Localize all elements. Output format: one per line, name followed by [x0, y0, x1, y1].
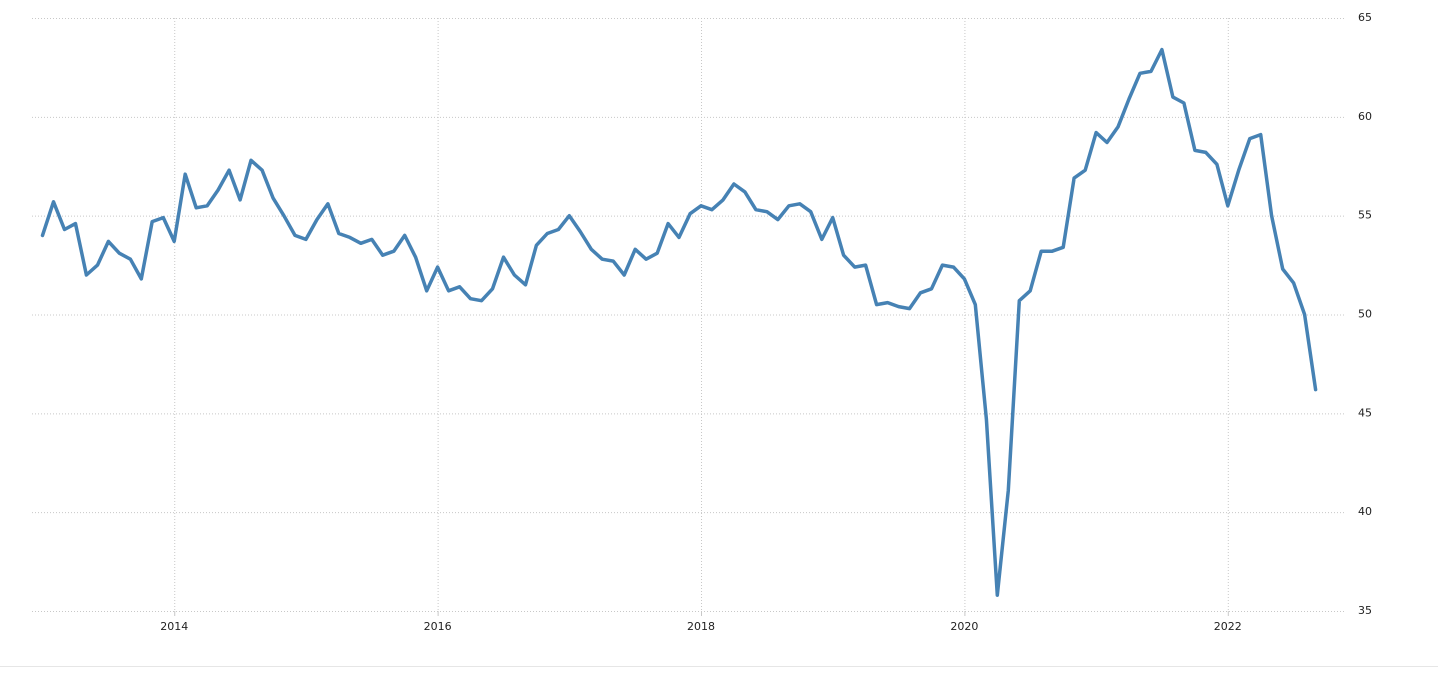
- y-tick-label: 50: [1358, 308, 1372, 321]
- y-tick-label: 45: [1358, 406, 1372, 419]
- y-tick-label: 60: [1358, 110, 1372, 123]
- y-tick-label: 40: [1358, 505, 1372, 518]
- x-tick-label: 2018: [687, 620, 715, 633]
- x-tick-label: 2016: [424, 620, 452, 633]
- y-tick-label: 55: [1358, 209, 1372, 222]
- x-tick-label: 2020: [950, 620, 978, 633]
- y-tick-label: 65: [1358, 11, 1372, 24]
- x-tick-label: 2014: [160, 620, 188, 633]
- y-tick-label: 35: [1358, 604, 1372, 617]
- data-line: [40, 47, 1318, 597]
- x-tick-label: 2022: [1214, 620, 1242, 633]
